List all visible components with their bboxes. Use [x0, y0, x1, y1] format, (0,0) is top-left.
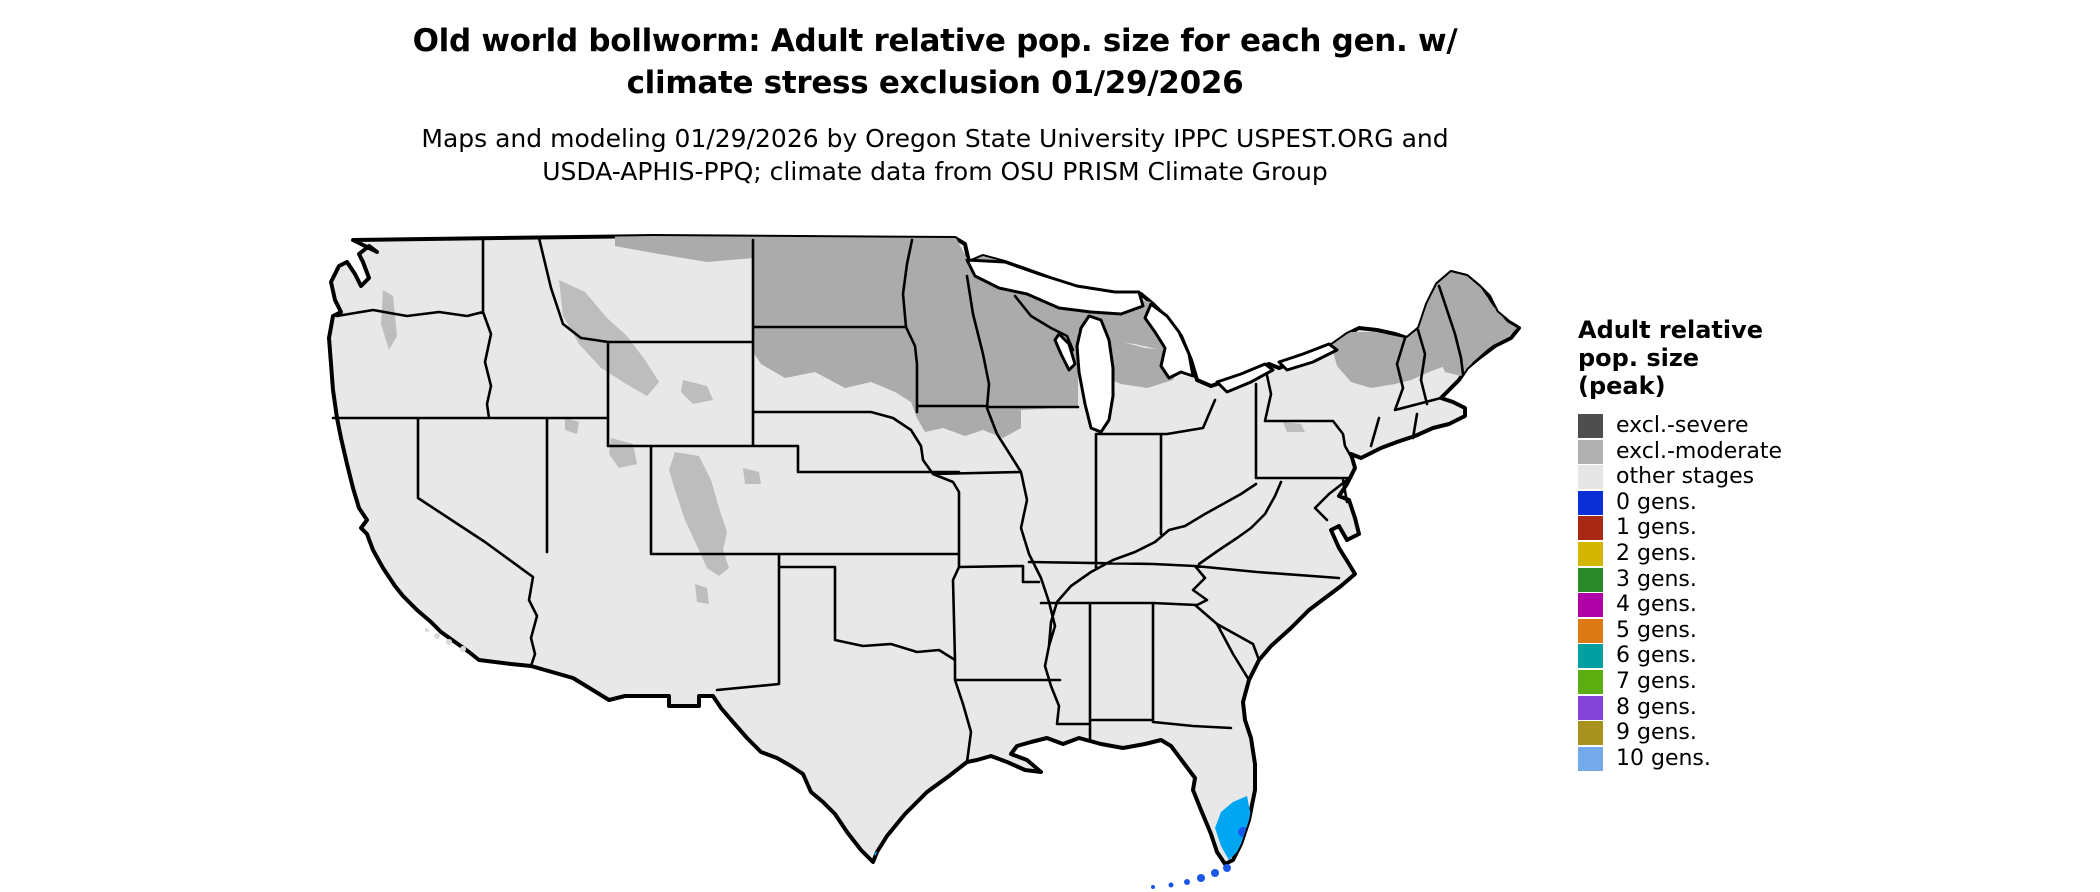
legend-item-label: 5 gens. [1616, 617, 1697, 643]
lake-huron [1143, 302, 1195, 380]
legend-item-label: other stages [1616, 464, 1755, 490]
legend-swatch [1578, 439, 1603, 464]
map-title: Old world bollworm: Adult relative pop. … [0, 20, 1870, 104]
channel-islands [425, 628, 466, 652]
map-title-line1: Old world bollworm: Adult relative pop. … [412, 23, 1458, 59]
legend-item: 2 gens. [1578, 540, 1878, 566]
legend-item-label: 3 gens. [1616, 566, 1697, 592]
legend-swatch [1578, 541, 1603, 566]
legend-item-label: excl.-severe [1616, 413, 1749, 438]
florida-generations-overlay [874, 796, 1251, 860]
legend-item: 0 gens. [1578, 489, 1878, 515]
lake-michigan [1075, 314, 1115, 434]
legend: Adult relative pop. size (peak) excl.-se… [1578, 316, 1878, 772]
legend-item: 1 gens. [1578, 515, 1878, 541]
legend-swatch [1578, 414, 1603, 438]
legend-item: 8 gens. [1578, 694, 1878, 720]
map-subtitle-line2: USDA-APHIS-PPQ; climate data from OSU PR… [542, 157, 1328, 186]
legend-item: other stages [1578, 464, 1878, 490]
legend-title-line1: Adult relative [1578, 316, 1764, 344]
great-lakes [965, 258, 1339, 434]
legend-item: 4 gens. [1578, 592, 1878, 618]
legend-item-label: 9 gens. [1616, 720, 1697, 746]
legend-swatch [1578, 593, 1603, 618]
legend-title-line3: (peak) [1578, 372, 1666, 400]
legend-item: 6 gens. [1578, 643, 1878, 669]
legend-item: 7 gens. [1578, 668, 1878, 694]
map-title-line2: climate stress exclusion 01/29/2026 [626, 65, 1244, 101]
legend-swatch [1578, 695, 1603, 720]
legend-item-label: 7 gens. [1616, 668, 1697, 694]
legend-swatch [1578, 644, 1603, 669]
legend-item: excl.-severe [1578, 414, 1878, 438]
state-borders [331, 236, 1465, 764]
legend-item-label: 4 gens. [1616, 592, 1697, 618]
legend-item: excl.-moderate [1578, 438, 1878, 464]
lake-ontario [1277, 342, 1339, 372]
legend-swatch [1578, 567, 1603, 592]
lake-superior [965, 258, 1145, 316]
florida-keys-dots [1151, 864, 1231, 889]
legend-items: excl.-severe excl.-moderate other stages… [1578, 414, 1878, 771]
legend-item: 3 gens. [1578, 566, 1878, 592]
us-map-svg [327, 234, 1521, 889]
legend-swatch [1578, 465, 1603, 490]
legend-swatch [1578, 721, 1603, 746]
legend-item: 10 gens. [1578, 745, 1878, 771]
map-subtitle: Maps and modeling 01/29/2026 by Oregon S… [0, 122, 1870, 188]
legend-item-label: 10 gens. [1616, 745, 1711, 771]
legend-item-label: 2 gens. [1616, 540, 1697, 566]
lake-erie [1215, 362, 1275, 394]
legend-title: Adult relative pop. size (peak) [1578, 316, 1878, 400]
legend-swatch [1578, 746, 1603, 771]
map-subtitle-line1: Maps and modeling 01/29/2026 by Oregon S… [421, 124, 1449, 153]
legend-swatch [1578, 516, 1603, 541]
legend-swatch [1578, 490, 1603, 515]
green-bay [1053, 332, 1077, 372]
legend-item-label: 8 gens. [1616, 694, 1697, 720]
legend-swatch [1578, 618, 1603, 643]
legend-item-label: 0 gens. [1616, 489, 1697, 515]
us-choropleth-map [315, 232, 1555, 892]
legend-item: 9 gens. [1578, 720, 1878, 746]
legend-title-line2: pop. size [1578, 344, 1700, 372]
legend-item-label: 1 gens. [1616, 515, 1697, 541]
legend-item-label: 6 gens. [1616, 643, 1697, 669]
legend-item-label: excl.-moderate [1616, 438, 1782, 464]
legend-item: 5 gens. [1578, 617, 1878, 643]
legend-swatch [1578, 669, 1603, 694]
